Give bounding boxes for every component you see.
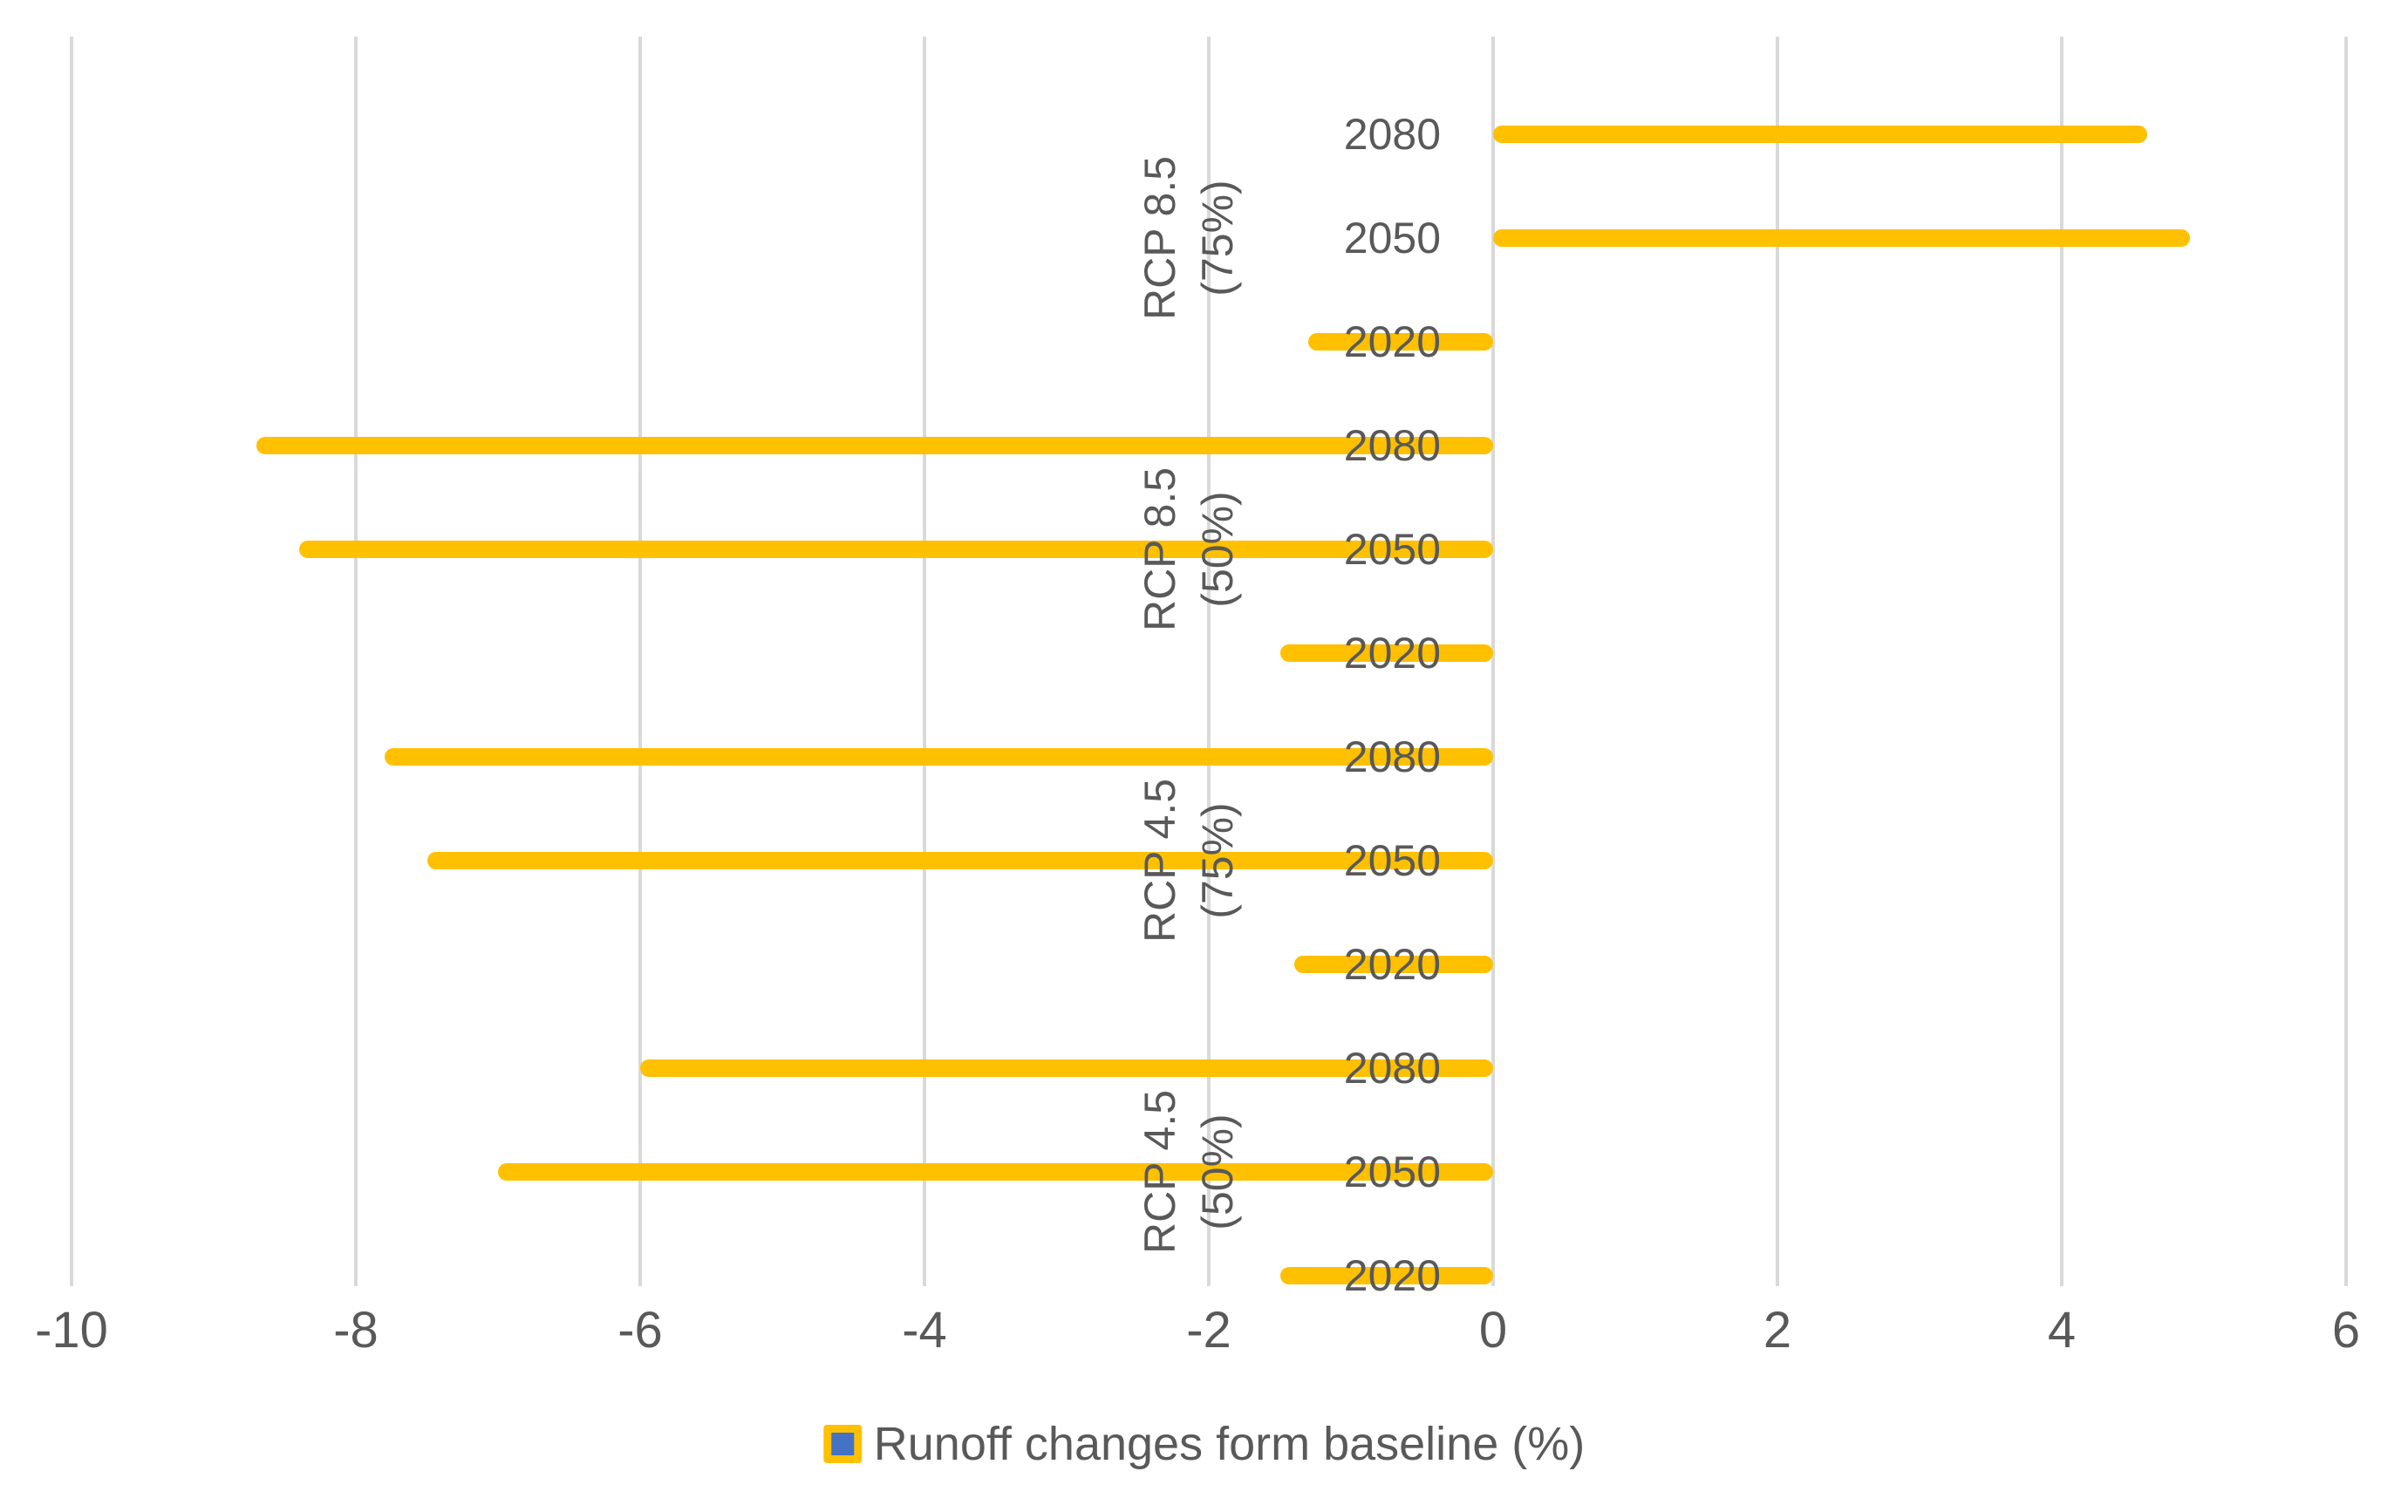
group-label-percentile: (50%) xyxy=(1193,1114,1242,1230)
bar-rcp-8.5-(50%)-2080 xyxy=(256,437,1493,454)
x-axis-tick-label: 6 xyxy=(2331,1302,2361,1359)
gridline-x-2 xyxy=(1776,37,1779,1286)
bar-rcp-8.5-(75%)-2080 xyxy=(1493,126,2147,143)
bar-rcp-4.5-(50%)-2020 xyxy=(1279,1267,1493,1284)
gridline-x--6 xyxy=(638,37,642,1286)
category-label-year: 2080 xyxy=(1343,110,1441,159)
x-axis-tick-label: -4 xyxy=(902,1302,947,1359)
bar-rcp-8.5-(75%)-2050 xyxy=(1493,229,2190,247)
category-label-year: 2080 xyxy=(1343,1044,1441,1093)
bar-rcp-8.5-(75%)-2020 xyxy=(1308,333,1493,351)
category-label-year: 2050 xyxy=(1343,1148,1441,1196)
group-label-scenario: RCP 4.5 xyxy=(1136,1089,1184,1255)
category-label-year: 2050 xyxy=(1343,525,1441,574)
bar-rcp-4.5-(50%)-2080 xyxy=(640,1059,1493,1077)
category-label-year: 2020 xyxy=(1343,317,1441,366)
bar-rcp-8.5-(50%)-2050 xyxy=(298,541,1493,558)
category-label-year: 2050 xyxy=(1343,214,1441,262)
category-label-year: 2020 xyxy=(1343,629,1441,678)
group-label: RCP 4.5 (50%) xyxy=(1131,963,1246,1381)
x-axis-tick-label: 2 xyxy=(1763,1302,1792,1359)
gridline-x--4 xyxy=(923,37,926,1286)
gridline-x--8 xyxy=(354,37,358,1286)
bar-rcp-8.5-(50%)-2020 xyxy=(1279,644,1493,662)
x-axis-tick-label: 0 xyxy=(1478,1302,1508,1359)
bar-rcp-4.5-(50%)-2050 xyxy=(498,1163,1493,1181)
gridline-x--2 xyxy=(1207,37,1211,1286)
gridline-x--10 xyxy=(70,37,73,1286)
bar-rcp-4.5-(75%)-2050 xyxy=(426,852,1493,869)
legend: Runoff changes form baseline (%) xyxy=(822,1418,1586,1470)
gridline-x-0 xyxy=(1491,37,1495,1286)
x-axis-tick-label: 4 xyxy=(2047,1302,2077,1359)
gridline-x-6 xyxy=(2344,37,2348,1286)
x-axis-tick-label: -2 xyxy=(1186,1302,1231,1359)
legend-label: Runoff changes form baseline (%) xyxy=(873,1418,1586,1470)
category-label-year: 2020 xyxy=(1343,940,1441,989)
bar-rcp-4.5-(75%)-2080 xyxy=(384,748,1493,766)
x-axis-tick-label: -8 xyxy=(333,1302,379,1359)
category-label-year: 2080 xyxy=(1343,421,1441,470)
category-label-year: 2020 xyxy=(1343,1251,1441,1300)
category-label-year: 2080 xyxy=(1343,732,1441,781)
x-axis-tick-label: -10 xyxy=(35,1302,108,1359)
legend-marker-icon xyxy=(822,1425,862,1463)
x-axis-tick-label: -6 xyxy=(617,1302,663,1359)
gridline-x-4 xyxy=(2060,37,2064,1286)
category-label-year: 2050 xyxy=(1343,836,1441,885)
bar-rcp-4.5-(75%)-2020 xyxy=(1293,956,1493,973)
